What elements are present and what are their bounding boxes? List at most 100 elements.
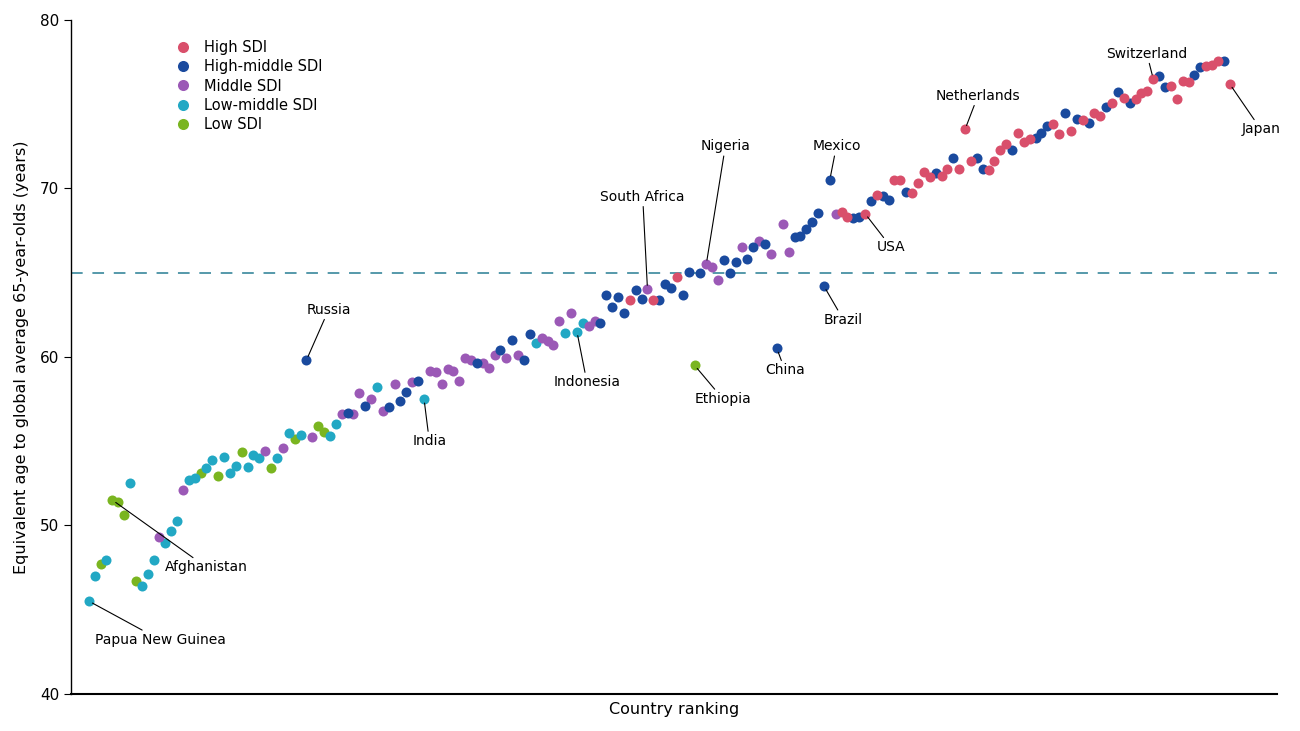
Point: [225, 461, 246, 472]
Point: [1138, 85, 1158, 96]
Point: [696, 258, 716, 270]
Point: [702, 261, 723, 273]
Point: [373, 406, 394, 417]
Point: [667, 271, 688, 283]
Point: [849, 211, 870, 222]
Point: [749, 235, 770, 247]
Text: China: China: [766, 352, 805, 377]
Text: Russia: Russia: [307, 303, 351, 357]
Point: [1096, 102, 1117, 113]
Point: [131, 580, 152, 592]
Point: [155, 537, 176, 549]
Text: Afghanistan: Afghanistan: [116, 502, 248, 575]
Point: [578, 320, 599, 332]
Point: [390, 395, 411, 406]
Point: [731, 240, 751, 252]
Point: [437, 363, 458, 375]
Point: [490, 344, 511, 356]
Text: South Africa: South Africa: [601, 190, 685, 285]
Point: [1008, 127, 1028, 139]
Point: [173, 484, 194, 496]
Point: [185, 472, 205, 484]
Point: [1154, 81, 1175, 93]
Point: [396, 386, 417, 398]
Point: [1149, 70, 1170, 82]
Text: Brazil: Brazil: [824, 289, 863, 327]
Point: [502, 335, 523, 346]
Point: [1054, 107, 1075, 119]
Point: [660, 281, 681, 293]
Point: [884, 175, 905, 186]
Point: [907, 178, 928, 189]
Point: [655, 279, 676, 290]
Point: [684, 360, 705, 371]
Point: [355, 400, 376, 412]
Point: [120, 477, 140, 488]
Point: [942, 153, 963, 164]
Point: [1184, 69, 1205, 80]
Point: [1201, 59, 1222, 71]
Point: [1002, 144, 1023, 156]
Point: [1178, 76, 1199, 88]
Point: [413, 393, 434, 405]
Point: [966, 153, 987, 164]
Point: [984, 155, 1005, 167]
Point: [543, 338, 564, 350]
Point: [872, 190, 893, 202]
Point: [737, 254, 758, 265]
Point: [1084, 107, 1105, 119]
Point: [313, 426, 334, 438]
Point: [208, 470, 229, 482]
Point: [902, 187, 923, 199]
Point: [1031, 127, 1052, 139]
Point: [760, 249, 781, 260]
Point: [1026, 132, 1046, 144]
Point: [831, 206, 852, 218]
Point: [649, 294, 670, 306]
Point: [802, 216, 823, 227]
Point: [425, 366, 446, 378]
Point: [819, 174, 840, 186]
Point: [514, 355, 534, 366]
Point: [320, 431, 341, 442]
Point: [96, 555, 117, 567]
Point: [213, 452, 234, 463]
Point: [143, 554, 164, 566]
Point: [560, 307, 581, 319]
Point: [931, 170, 952, 182]
Point: [1043, 118, 1063, 130]
Point: [402, 376, 422, 387]
Point: [1166, 93, 1187, 105]
Point: [796, 223, 816, 235]
Point: [108, 496, 129, 507]
Point: [914, 167, 935, 178]
Point: [285, 433, 306, 444]
Point: [231, 447, 252, 458]
Point: [614, 308, 634, 319]
Point: [348, 387, 369, 399]
Point: [707, 274, 728, 286]
Point: [1196, 60, 1217, 72]
Point: [632, 293, 653, 305]
Point: [308, 420, 329, 431]
Point: [460, 354, 481, 366]
Text: Papua New Guinea: Papua New Guinea: [92, 603, 226, 647]
Point: [532, 333, 552, 344]
Text: USA: USA: [867, 217, 906, 254]
Point: [378, 401, 399, 413]
Point: [919, 171, 940, 183]
Point: [420, 366, 441, 377]
Point: [949, 164, 970, 175]
Point: [896, 186, 916, 197]
Y-axis label: Equivalent age to global average 65-year-olds (years): Equivalent age to global average 65-year…: [14, 140, 29, 574]
Point: [854, 208, 875, 219]
Point: [961, 155, 982, 167]
Point: [126, 575, 147, 586]
Point: [690, 267, 711, 279]
Point: [520, 328, 541, 340]
Point: [467, 357, 488, 369]
Point: [719, 267, 740, 279]
Point: [1078, 117, 1098, 129]
Point: [861, 195, 881, 207]
Text: Mexico: Mexico: [812, 139, 861, 176]
